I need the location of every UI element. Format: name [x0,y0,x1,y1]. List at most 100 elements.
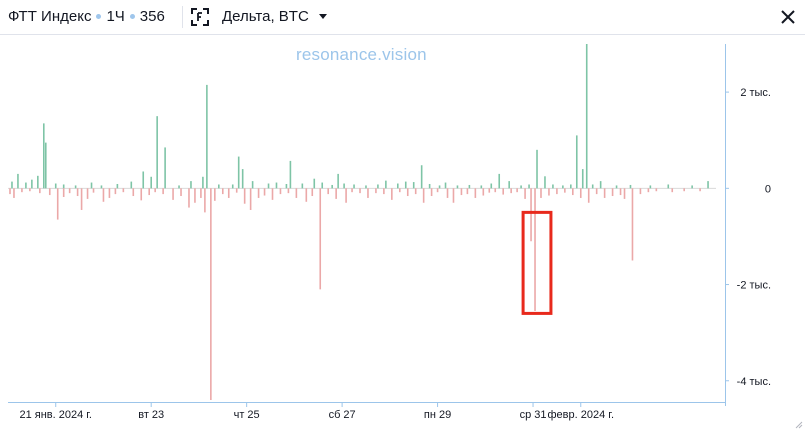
bar-negative [391,188,393,200]
bar-positive [365,185,367,189]
bar-positive [508,181,510,189]
bar-negative [287,188,290,194]
bar-positive [116,183,119,189]
bar-negative [619,188,622,196]
bar-negative [359,188,361,194]
bar-negative [210,188,212,400]
bar-positive [480,185,483,189]
bar-positive [289,160,292,189]
bar-positive [206,84,208,189]
bar-negative [534,188,536,311]
bar-positive [31,179,33,189]
metric-selector[interactable]: Дельта, BTC [222,8,309,25]
bar-negative [13,188,15,198]
bar-negative [623,188,626,199]
bar-positive [150,176,152,189]
bar-positive [42,123,45,189]
bar-positive [691,185,693,189]
bar-negative [257,188,260,198]
bar-positive [54,183,57,189]
separator-dot-icon [96,13,102,19]
bar-negative [140,188,143,201]
bar-negative [572,188,574,196]
close-icon[interactable] [780,9,796,25]
bar-positive [667,184,670,189]
bar-negative [655,188,658,192]
bar-negative [243,188,246,204]
bar-negative [200,188,202,198]
bar-positive [100,185,103,189]
resize-handle-icon[interactable] [793,419,803,429]
bar-positive [241,169,244,189]
interval-label[interactable]: 1Ч [106,8,125,25]
bar-negative [452,188,455,203]
bar-negative [194,188,196,203]
bar-positive [231,184,234,189]
bar-negative [221,188,224,195]
bar-negative [295,188,298,198]
bar-negative [122,188,125,193]
x-axis-ticks: 21 янв. 2024 г. вт 23 чт 25 сб 27 пн 29 ср 31… [19,403,614,421]
bar-negative [108,188,111,198]
bar-positive [404,181,407,189]
x-tick-label: февр. 2024 г. [548,409,615,421]
bar-negative [76,188,79,197]
bar-negative [319,188,322,290]
bar-negative [305,188,308,202]
bar-negative [92,188,95,193]
chart-bars [9,44,709,400]
bar-negative [227,188,230,198]
bar-positive [575,135,578,189]
bar-positive [615,185,618,189]
bar-positive [428,183,431,189]
bar-negative [132,188,135,197]
bar-negative [474,188,477,198]
bar-negative [204,188,206,213]
bar-positive [275,182,278,189]
bar-negative [180,188,182,197]
bar-positive [74,185,77,189]
bar-negative [56,188,59,220]
bracket-focus-icon[interactable] [190,7,210,27]
delta-bar-chart: 2 тыс. 0 -2 тыс. -4 тыс. 21 янв. 2024 г. вт … [0,34,805,421]
bar-positive [412,182,415,189]
bar-positive [237,156,240,189]
x-tick-label: ср 31 [520,409,547,421]
bar-positive [202,176,204,189]
bar-positive [142,171,145,189]
bar-positive [420,165,423,189]
bar-positive [377,184,379,189]
bar-positive [562,185,564,189]
bar-positive [90,182,93,189]
bar-positive [164,147,166,189]
bar-positive [11,181,13,189]
bar-negative [587,188,590,203]
bar-negative [21,188,23,193]
bar-positive [37,175,39,189]
bar-positive [353,184,355,189]
bar-positive [17,173,19,189]
bar-negative [62,188,65,197]
bar-negative [162,188,164,195]
watermark: resonance.vision [296,45,427,64]
bar-positive [544,176,546,189]
bar-negative [345,188,347,203]
bar-negative [422,188,425,203]
bar-negative [375,188,377,194]
bar-positive [321,182,324,189]
bar-positive [385,180,387,189]
bar-positive [25,182,27,189]
bar-negative [564,188,566,193]
bar-negative [148,188,151,196]
bar-negative [603,188,606,198]
bar-positive [313,178,316,189]
bar-positive [396,183,399,189]
bar-negative [39,188,41,194]
bar-negative [114,188,117,195]
bar-negative [647,188,650,193]
x-tick-label: 21 янв. 2024 г. [19,409,92,421]
bar-negative [430,188,433,197]
bar-negative [611,188,614,197]
caret-down-icon[interactable] [319,14,327,19]
y-tick-label: -4 тыс. [737,376,771,388]
